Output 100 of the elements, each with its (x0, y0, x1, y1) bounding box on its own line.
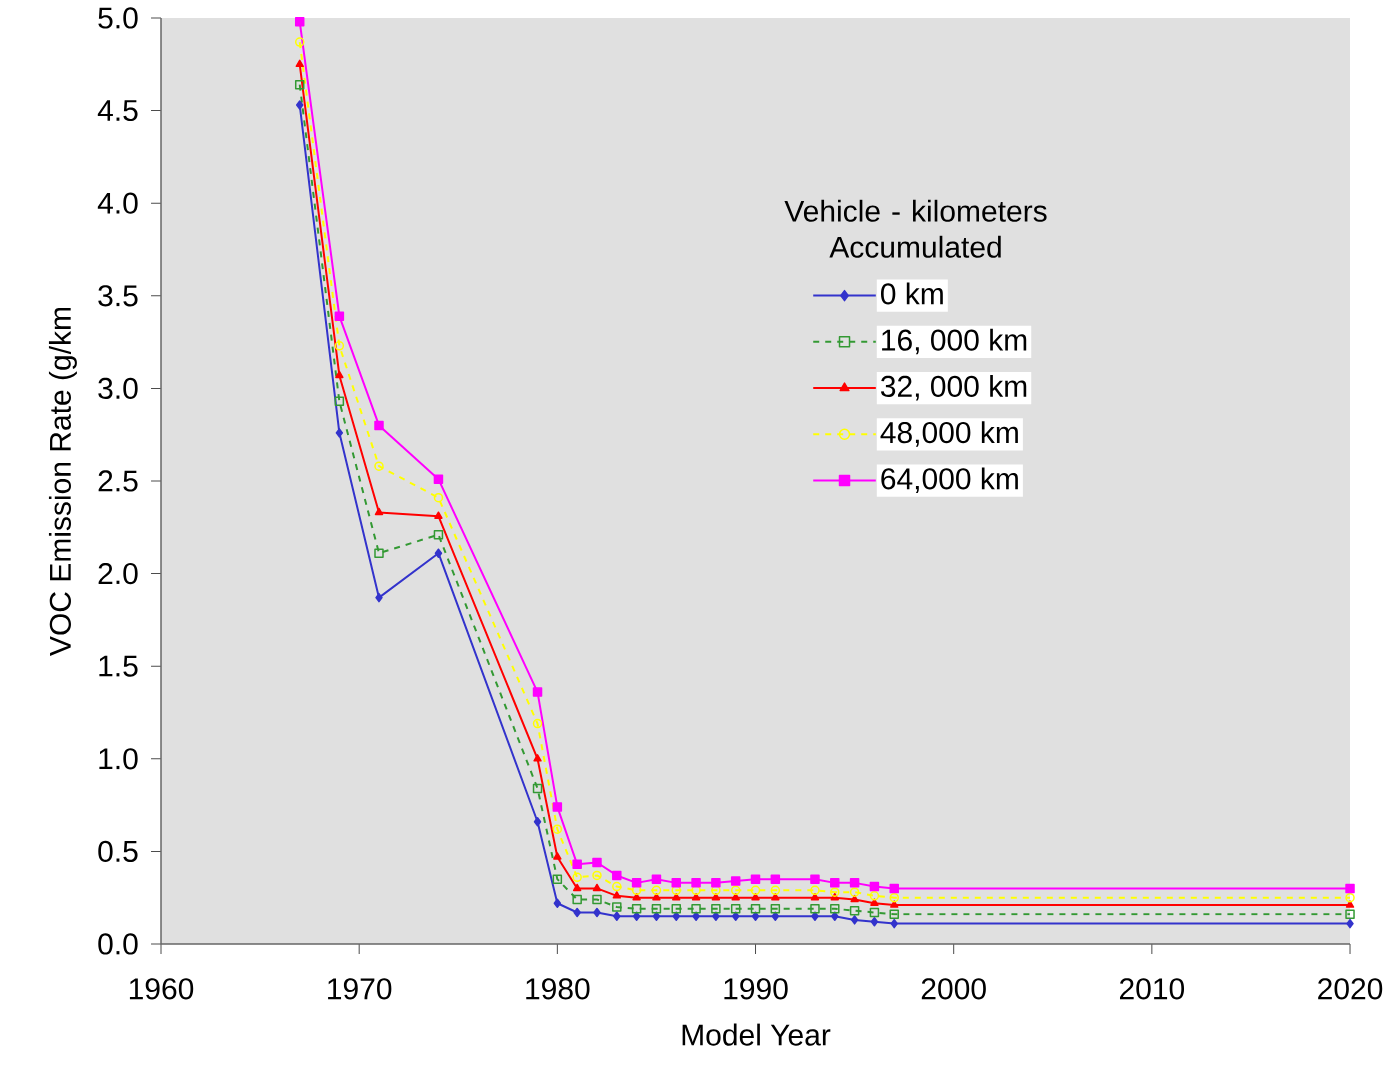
legend-label: 16, 000 km (882, 328, 1027, 355)
point (572, 894, 582, 905)
x-tick-label: 2010 (1119, 978, 1185, 1000)
point (750, 885, 761, 896)
point (869, 907, 880, 918)
point (1346, 918, 1354, 929)
legend-label: 0 km (880, 282, 943, 305)
point (849, 878, 860, 888)
point (692, 911, 700, 921)
x-tick-label: 1980 (526, 978, 590, 1000)
point (294, 37, 305, 47)
point (691, 904, 701, 914)
point (1345, 892, 1355, 903)
point (374, 548, 384, 558)
point (433, 474, 444, 484)
point (294, 16, 305, 27)
point (592, 870, 602, 881)
point (750, 874, 761, 884)
point (730, 904, 741, 914)
y-tick-label: 3.0 (98, 377, 138, 400)
point (533, 754, 542, 762)
y-tick-label: 1.5 (99, 655, 138, 677)
point (890, 900, 899, 908)
y-tick-label: 3.5 (98, 285, 138, 307)
point (334, 311, 345, 321)
point (612, 891, 622, 899)
point (433, 492, 444, 503)
point (295, 100, 304, 110)
point (711, 878, 721, 888)
y-tick-label: 4.5 (97, 100, 138, 122)
point (572, 872, 582, 883)
point (770, 885, 781, 896)
point (889, 909, 899, 920)
y-tick-label: 2.0 (98, 562, 138, 585)
point (335, 370, 344, 379)
x-tick-label: 1970 (328, 978, 392, 1000)
point (652, 911, 661, 921)
y-tick-label: 2.5 (98, 470, 138, 492)
point (434, 511, 443, 519)
point (870, 917, 879, 927)
point (532, 718, 543, 729)
point (532, 687, 543, 697)
point (849, 887, 860, 897)
point (553, 898, 562, 908)
point (1345, 909, 1355, 920)
point (869, 891, 880, 901)
legend-title: Vehicle - kilometers Accumulated (784, 199, 1047, 258)
point (612, 902, 622, 912)
point (433, 529, 444, 540)
point (592, 894, 602, 905)
point (374, 507, 384, 516)
point (294, 79, 305, 90)
y-axis-title: VOC Emission Rate (g/km (48, 307, 77, 656)
point (850, 915, 859, 925)
y-tick-label: 1.0 (99, 748, 138, 770)
point (671, 904, 681, 914)
point (869, 881, 880, 892)
point (890, 918, 898, 929)
point (572, 883, 582, 892)
y-tick-label: 5.0 (98, 7, 138, 29)
point (434, 548, 443, 558)
point (750, 904, 761, 914)
point (593, 907, 601, 918)
point (374, 461, 384, 471)
point (730, 876, 741, 886)
x-tick-label: 2020 (1318, 978, 1383, 1000)
point (889, 883, 899, 894)
y-tick-label: 0.5 (98, 840, 138, 863)
point (631, 878, 642, 888)
point (592, 857, 602, 868)
point (691, 878, 701, 888)
point (651, 885, 662, 896)
point (612, 881, 622, 892)
point (612, 870, 622, 881)
point (712, 911, 720, 921)
point (711, 904, 721, 914)
point (671, 878, 681, 888)
point (375, 592, 383, 603)
legend-label: 48,000 km (880, 421, 1018, 447)
point (572, 859, 582, 870)
point (631, 904, 642, 914)
point (553, 852, 562, 860)
point (810, 885, 820, 896)
x-tick-label: 1990 (724, 978, 788, 1000)
point (770, 904, 781, 914)
point (335, 428, 344, 438)
point (889, 892, 899, 903)
point (295, 59, 304, 68)
point (592, 883, 602, 892)
point (1345, 883, 1355, 894)
point (334, 341, 345, 351)
point (849, 905, 860, 916)
y-tick-label: 0.0 (98, 933, 138, 955)
point (771, 911, 780, 921)
x-tick-label: 1960 (129, 978, 194, 1000)
x-axis-title: Model Year (682, 1023, 831, 1046)
y-tick-label: 4.0 (97, 192, 138, 214)
point (731, 911, 740, 921)
point (830, 904, 840, 914)
point (770, 874, 781, 884)
